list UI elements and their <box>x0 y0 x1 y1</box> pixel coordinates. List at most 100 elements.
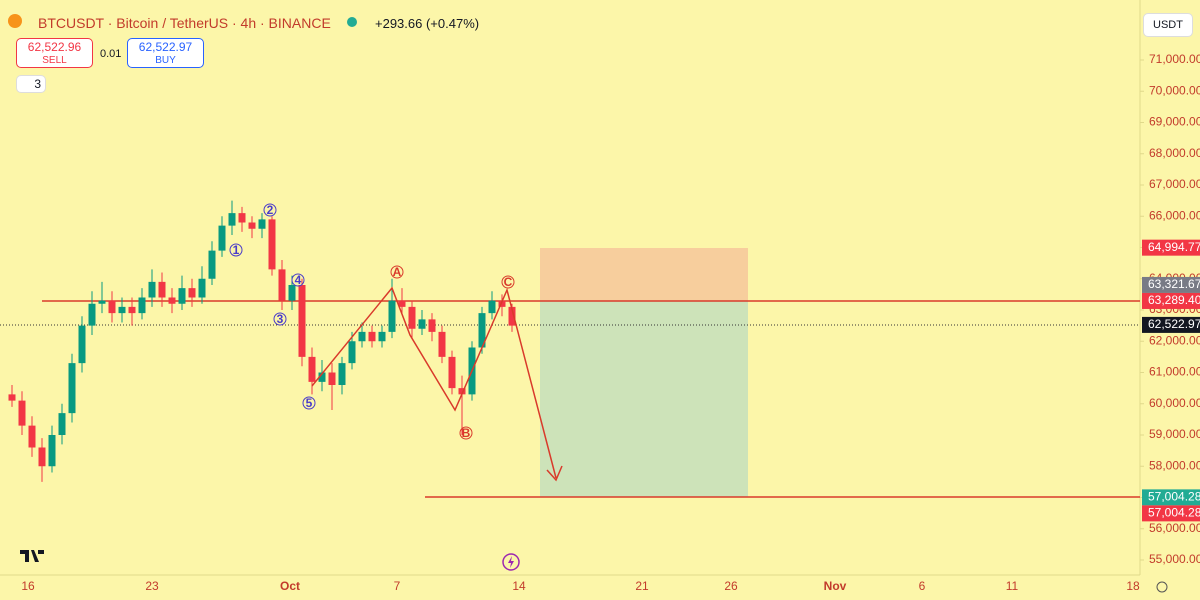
candle-body <box>308 356 316 382</box>
y-tick-label: 55,000.00 <box>1149 552 1200 566</box>
x-tick-label: 21 <box>635 579 649 593</box>
wave-marker <box>501 275 515 289</box>
candle-body <box>238 213 246 223</box>
candle-body <box>418 319 426 329</box>
price-tag <box>1142 316 1200 333</box>
sell-price: 62,522.96 <box>27 40 82 54</box>
buy-label: BUY <box>155 55 176 66</box>
profit-zone <box>540 301 748 497</box>
candle-body <box>368 331 376 342</box>
price-tag-label: 64,994.77 <box>1148 240 1200 254</box>
x-tick-label: 14 <box>512 579 526 593</box>
wave-label: 4 <box>295 273 302 287</box>
wave-path <box>311 286 557 479</box>
wave-label: C <box>504 275 513 289</box>
y-tick-label: 67,000.00 <box>1149 177 1200 191</box>
y-tick-label: 59,000.00 <box>1149 427 1200 441</box>
wave-marker <box>229 243 243 257</box>
candle-body <box>128 306 136 314</box>
x-tick-label: 26 <box>724 579 738 593</box>
wave-label: 2 <box>267 203 274 217</box>
x-tick-label: Oct <box>280 579 300 593</box>
candle-body <box>378 331 386 342</box>
x-tick-label: 6 <box>919 579 926 593</box>
candle-body <box>38 447 46 467</box>
event-icon-bolt <box>508 556 514 568</box>
candle-body <box>288 285 296 301</box>
sell-button[interactable]: 62,522.96 SELL <box>16 38 93 68</box>
candle-body <box>188 288 196 298</box>
x-tick-label: Nov <box>824 579 847 593</box>
candle-body <box>158 281 166 298</box>
candle-body <box>138 297 146 314</box>
wave-label: 5 <box>306 396 313 410</box>
candle-body <box>68 363 76 414</box>
y-tick-label: 66,000.00 <box>1149 208 1200 222</box>
candle-body <box>98 300 106 304</box>
candle-body <box>298 285 306 357</box>
wave-marker <box>302 396 316 410</box>
candle-body <box>498 300 506 307</box>
wave-marker <box>273 312 287 326</box>
price-tag-label: 63,321.67 <box>1148 277 1200 291</box>
candle-body <box>208 250 216 279</box>
candle-body <box>28 425 36 448</box>
candle-body <box>218 225 226 251</box>
price-tag-label: 57,004.28 <box>1148 490 1200 504</box>
logo <box>20 550 44 562</box>
candle-body <box>408 306 416 329</box>
wave-label: 1 <box>233 243 240 257</box>
price-tag <box>1142 505 1200 522</box>
candle-body <box>328 372 336 385</box>
candle-body <box>338 363 346 385</box>
y-tick-label: 69,000.00 <box>1149 115 1200 129</box>
y-tick-label: 58,000.00 <box>1149 458 1200 472</box>
candle-body <box>198 278 206 298</box>
candle-body <box>448 356 456 389</box>
candle-body <box>318 372 326 382</box>
wave-label: 3 <box>277 312 284 326</box>
candle-body <box>18 400 26 426</box>
candle-body <box>258 219 266 229</box>
price-tag-label: 62,522.97 <box>1148 317 1200 331</box>
price-tag <box>1142 239 1200 256</box>
candle-body <box>88 303 96 326</box>
wave-marker <box>459 426 473 440</box>
candle-body <box>248 222 256 229</box>
currency-button[interactable]: USDT <box>1143 13 1193 37</box>
y-tick-label: 61,000.00 <box>1149 365 1200 379</box>
candle-body <box>438 331 446 357</box>
wave-label: A <box>393 265 402 279</box>
candle-body <box>48 435 56 467</box>
x-tick-label: 7 <box>394 579 401 593</box>
price-change: +293.66 (+0.47%) <box>375 16 480 31</box>
indicators-toggle[interactable]: 3 <box>16 75 46 93</box>
spread: 0.01 <box>100 48 122 60</box>
buy-price: 62,522.97 <box>138 40 193 54</box>
candle-body <box>488 300 496 314</box>
y-tick-label: 68,000.00 <box>1149 146 1200 160</box>
candle-body <box>398 300 406 307</box>
sell-label: SELL <box>42 55 67 66</box>
candle-body <box>168 297 176 304</box>
candle-body <box>388 300 396 332</box>
risk-zone <box>540 248 748 301</box>
wave-marker <box>263 203 277 217</box>
buy-button[interactable]: 62,522.97 BUY <box>127 38 204 68</box>
settings-icon[interactable] <box>1156 581 1168 593</box>
y-tick-label: 70,000.00 <box>1149 83 1200 97</box>
candle-body <box>268 219 276 270</box>
arrow-head <box>546 465 563 482</box>
x-tick-label: 23 <box>145 579 159 593</box>
coin-icon <box>8 14 22 28</box>
price-tag <box>1142 489 1200 506</box>
symbol-title: BTCUSDT · Bitcoin / TetherUS · 4h · BINA… <box>38 15 331 31</box>
wave-label: B <box>462 426 471 440</box>
price-tag-label: 63,289.40 <box>1148 293 1200 307</box>
event-icon[interactable] <box>502 553 520 571</box>
y-tick-label: 56,000.00 <box>1149 521 1200 535</box>
candle-body <box>478 313 486 348</box>
price-tag <box>1142 276 1200 293</box>
y-tick-label: 60,000.00 <box>1149 396 1200 410</box>
